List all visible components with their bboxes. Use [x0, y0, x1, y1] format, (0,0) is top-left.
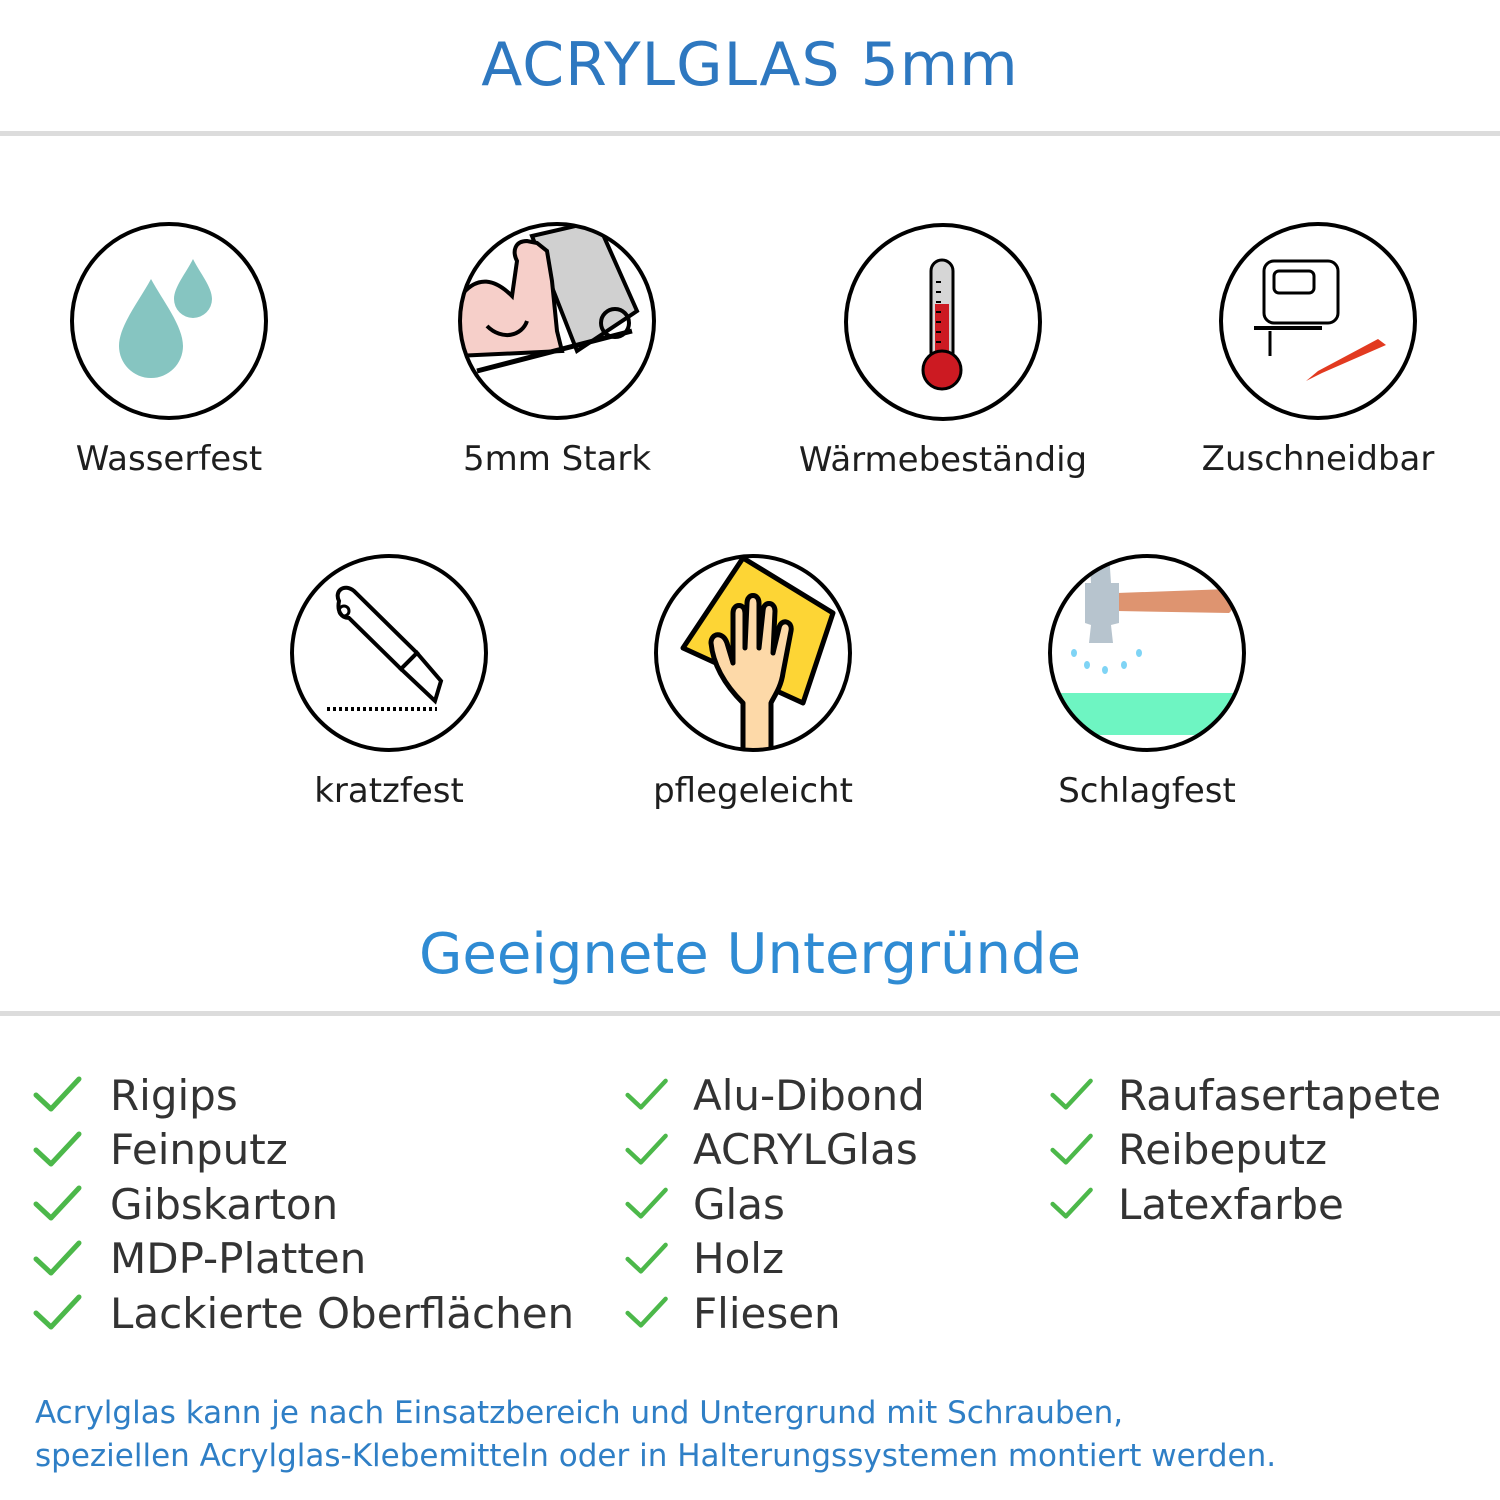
- surface-label: Lackierte Oberflächen: [110, 1288, 575, 1338]
- surface-label: Latexfarbe: [1118, 1179, 1344, 1229]
- divider: [0, 131, 1500, 136]
- checkmark-icon: [625, 1133, 668, 1165]
- surface-item: Lackierte Oberflächen: [33, 1286, 574, 1341]
- feature-kratzfest: kratzfest: [209, 553, 569, 811]
- surface-label: Gibskarton: [110, 1179, 339, 1229]
- surface-label: Alu-Dibond: [693, 1070, 925, 1120]
- checkmark-icon: [625, 1296, 668, 1328]
- page-title: ACRYLGLAS 5mm: [481, 30, 1019, 100]
- surface-column: Alu-Dibond ACRYLGlas Glas Holz Fliesen: [625, 1068, 925, 1341]
- feature-schlagfest: Schlagfest: [967, 553, 1327, 811]
- note-line: Acrylglas kann je nach Einsatzbereich un…: [35, 1395, 1124, 1431]
- feature-5mm-stark: 5mm Stark: [377, 221, 737, 479]
- checkmark-icon: [33, 1185, 82, 1221]
- water-drops-icon: [70, 222, 268, 420]
- divider: [0, 1011, 1500, 1016]
- checkmark-icon: [625, 1187, 668, 1219]
- checkmark-icon: [33, 1294, 82, 1330]
- feature-wasserfest: Wasserfest: [0, 221, 349, 479]
- checkmark-icon: [625, 1078, 668, 1110]
- checkmark-icon: [1050, 1133, 1093, 1165]
- feature-label: 5mm Stark: [462, 439, 652, 479]
- checkmark-icon: [33, 1240, 82, 1276]
- checkmark-icon: [1050, 1078, 1093, 1110]
- hammer-icon: [1048, 554, 1246, 752]
- cutter-knife-icon: [290, 554, 488, 752]
- surface-item: Gibskarton: [33, 1177, 574, 1232]
- surface-item: Rigips: [33, 1068, 574, 1123]
- surface-item: Feinputz: [33, 1123, 574, 1178]
- thermometer-icon: [844, 223, 1042, 421]
- surface-label: Fliesen: [693, 1288, 841, 1338]
- surface-label: MDP-Platten: [110, 1234, 367, 1284]
- feature-label: pflegeleicht: [653, 771, 853, 811]
- checkmark-icon: [33, 1076, 82, 1112]
- feature-waermebestaendig: Wärmebeständig: [763, 222, 1123, 480]
- surface-item: Glas: [625, 1177, 925, 1232]
- surface-label: Rigips: [110, 1070, 238, 1120]
- checkmark-icon: [33, 1131, 82, 1167]
- checkmark-icon: [1050, 1187, 1093, 1219]
- surface-item: MDP-Platten: [33, 1232, 574, 1287]
- mounting-note: Acrylglas kann je nach Einsatzbereich un…: [35, 1392, 1276, 1478]
- surface-item: Fliesen: [625, 1286, 925, 1341]
- feature-label: Schlagfest: [1058, 771, 1236, 811]
- surface-label: Reibeputz: [1118, 1125, 1328, 1175]
- surface-column: Raufasertapete Reibeputz Latexfarbe: [1050, 1068, 1441, 1232]
- feature-label: kratzfest: [314, 771, 464, 811]
- jigsaw-knife-icon: [1219, 222, 1417, 420]
- surface-label: Raufasertapete: [1118, 1070, 1442, 1120]
- surface-column: Rigips Feinputz Gibskarton MDP-Platten Lacki…: [33, 1068, 574, 1341]
- feature-label: Zuschneidbar: [1201, 439, 1435, 479]
- surface-item: ACRYLGlas: [625, 1123, 925, 1178]
- surface-item: Alu-Dibond: [625, 1068, 925, 1123]
- surface-item: Reibeputz: [1050, 1123, 1441, 1178]
- checkmark-icon: [625, 1242, 668, 1274]
- surface-label: Holz: [693, 1234, 784, 1284]
- feature-label: Wasserfest: [75, 439, 263, 479]
- feature-zuschneidbar: Zuschneidbar: [1138, 221, 1498, 479]
- surface-item: Latexfarbe: [1050, 1177, 1441, 1232]
- surface-label: Glas: [693, 1179, 785, 1229]
- cleaning-hand-icon: [654, 554, 852, 752]
- surface-label: Feinputz: [110, 1125, 288, 1175]
- surface-item: Raufasertapete: [1050, 1068, 1441, 1123]
- surface-item: Holz: [625, 1232, 925, 1287]
- feature-label: Wärmebeständig: [798, 440, 1088, 480]
- strong-arm-icon: [458, 222, 656, 420]
- feature-pflegeleicht: pflegeleicht: [573, 553, 933, 811]
- section-title: Geeignete Untergründe: [418, 922, 1082, 987]
- note-line: speziellen Acrylglas-Klebemitteln oder i…: [35, 1438, 1277, 1474]
- surface-label: ACRYLGlas: [693, 1125, 918, 1175]
